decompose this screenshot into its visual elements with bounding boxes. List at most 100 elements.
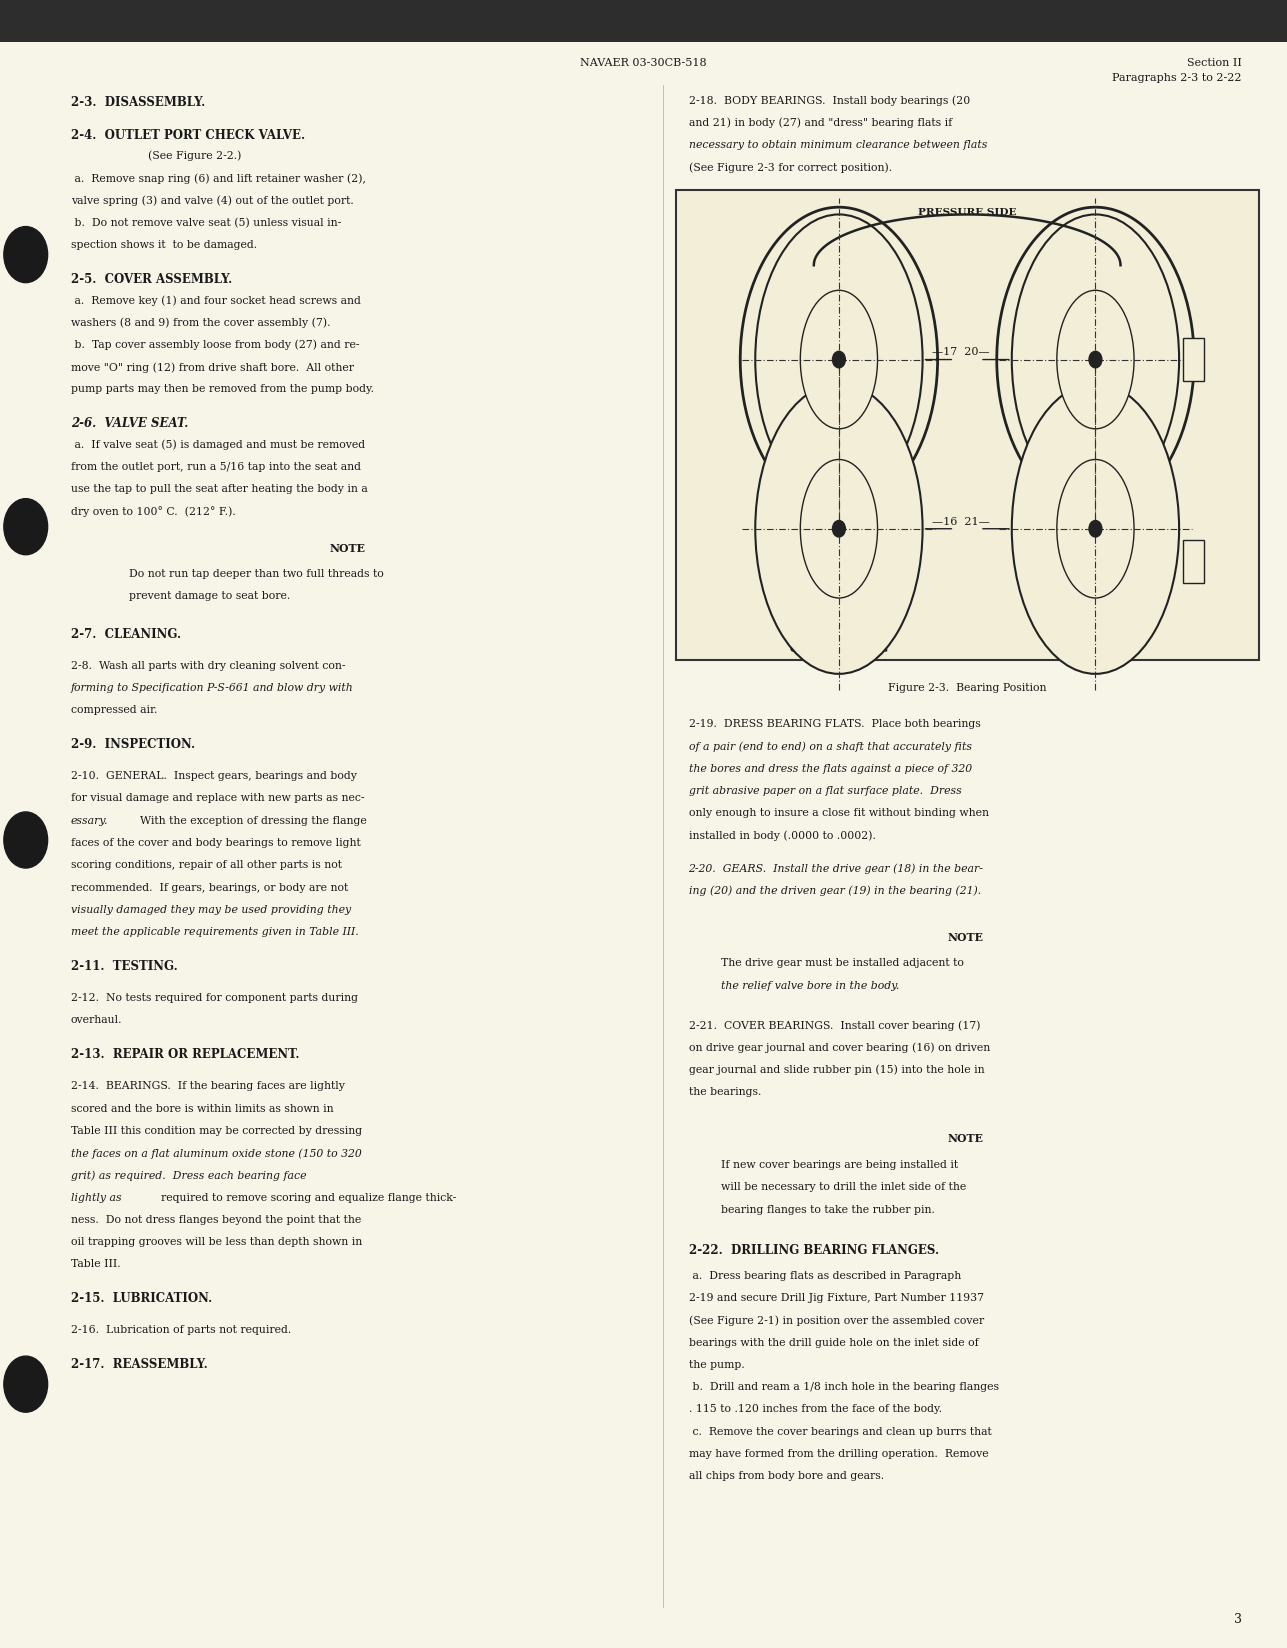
Text: With the exception of dressing the flange: With the exception of dressing the flang… — [133, 816, 367, 826]
Text: scored and the bore is within limits as shown in: scored and the bore is within limits as … — [71, 1103, 333, 1112]
Text: 2-20.  GEARS.  Install the drive gear (18) in the bear-: 2-20. GEARS. Install the drive gear (18)… — [689, 864, 983, 873]
Text: and 21) in body (27) and "dress" bearing flats if: and 21) in body (27) and "dress" bearing… — [689, 117, 952, 129]
Text: forming to Specification P-S-661 and blow dry with: forming to Specification P-S-661 and blo… — [71, 682, 354, 692]
Text: 2-16.  Lubrication of parts not required.: 2-16. Lubrication of parts not required. — [71, 1325, 291, 1335]
Text: 2-9.  INSPECTION.: 2-9. INSPECTION. — [71, 738, 194, 751]
Text: 2-17.  REASSEMBLY.: 2-17. REASSEMBLY. — [71, 1358, 207, 1371]
Text: 2-5.  COVER ASSEMBLY.: 2-5. COVER ASSEMBLY. — [71, 272, 232, 285]
Text: Paragraphs 2-3 to 2-22: Paragraphs 2-3 to 2-22 — [1112, 73, 1242, 82]
Text: BODY BEARING: BODY BEARING — [1050, 644, 1142, 654]
Text: NOTE: NOTE — [947, 931, 983, 943]
Ellipse shape — [1012, 216, 1179, 506]
Text: 2-18.  BODY BEARINGS.  Install body bearings (20: 2-18. BODY BEARINGS. Install body bearin… — [689, 96, 970, 105]
Text: 2-19.  DRESS BEARING FLATS.  Place both bearings: 2-19. DRESS BEARING FLATS. Place both be… — [689, 719, 981, 728]
Text: scoring conditions, repair of all other parts is not: scoring conditions, repair of all other … — [71, 860, 342, 870]
Text: 2-13.  REPAIR OR REPLACEMENT.: 2-13. REPAIR OR REPLACEMENT. — [71, 1048, 300, 1061]
Text: 2-19 and secure Drill Jig Fixture, Part Number 11937: 2-19 and secure Drill Jig Fixture, Part … — [689, 1292, 983, 1302]
Text: dry oven to 100° C.  (212° F.).: dry oven to 100° C. (212° F.). — [71, 506, 236, 517]
Bar — [0, 0, 1287, 43]
Text: use the tap to pull the seat after heating the body in a: use the tap to pull the seat after heati… — [71, 483, 368, 494]
Bar — [1183, 339, 1203, 382]
Text: Table III.: Table III. — [71, 1259, 121, 1269]
Text: ness.  Do not dress flanges beyond the point that the: ness. Do not dress flanges beyond the po… — [71, 1215, 362, 1224]
Ellipse shape — [755, 216, 923, 506]
Ellipse shape — [755, 384, 923, 674]
Text: grit abrasive paper on a flat surface plate.  Dress: grit abrasive paper on a flat surface pl… — [689, 786, 961, 796]
Ellipse shape — [801, 292, 878, 430]
Text: Do not run tap deeper than two full threads to: Do not run tap deeper than two full thre… — [129, 569, 384, 578]
Text: a.  If valve seat (5) is damaged and must be removed: a. If valve seat (5) is damaged and must… — [71, 438, 366, 450]
Text: the faces on a flat aluminum oxide stone (150 to 320: the faces on a flat aluminum oxide stone… — [71, 1147, 362, 1159]
Text: 2-6.  VALVE SEAT.: 2-6. VALVE SEAT. — [71, 417, 188, 430]
Text: oil trapping grooves will be less than depth shown in: oil trapping grooves will be less than d… — [71, 1236, 362, 1246]
Circle shape — [833, 353, 846, 369]
Text: NAVAER 03-30CB-518: NAVAER 03-30CB-518 — [580, 58, 707, 68]
Text: bearings with the drill guide hole on the inlet side of: bearings with the drill guide hole on th… — [689, 1337, 978, 1346]
Text: (See Figure 2-3 for correct position).: (See Figure 2-3 for correct position). — [689, 162, 892, 173]
Text: 2-15.  LUBRICATION.: 2-15. LUBRICATION. — [71, 1292, 212, 1305]
Text: meet the applicable requirements given in Table III.: meet the applicable requirements given i… — [71, 926, 359, 936]
Bar — [676, 191, 1259, 661]
Circle shape — [4, 1356, 48, 1412]
Text: 2-11.  TESTING.: 2-11. TESTING. — [71, 959, 178, 972]
Circle shape — [1089, 521, 1102, 537]
Text: a.  Remove snap ring (6) and lift retainer washer (2),: a. Remove snap ring (6) and lift retaine… — [71, 173, 366, 183]
Text: pump parts may then be removed from the pump body.: pump parts may then be removed from the … — [71, 384, 373, 394]
Text: washers (8 and 9) from the cover assembly (7).: washers (8 and 9) from the cover assembl… — [71, 316, 331, 328]
Text: necessary to obtain minimum clearance between flats: necessary to obtain minimum clearance be… — [689, 140, 987, 150]
Ellipse shape — [1012, 384, 1179, 674]
Text: essary.: essary. — [71, 816, 108, 826]
Text: 2-14.  BEARINGS.  If the bearing faces are lightly: 2-14. BEARINGS. If the bearing faces are… — [71, 1081, 345, 1091]
Text: the pump.: the pump. — [689, 1360, 744, 1369]
Circle shape — [4, 499, 48, 555]
Circle shape — [4, 227, 48, 283]
Text: NOTE: NOTE — [329, 542, 366, 554]
Text: a.  Remove key (1) and four socket head screws and: a. Remove key (1) and four socket head s… — [71, 295, 360, 305]
Text: the bearings.: the bearings. — [689, 1086, 761, 1096]
Text: from the outlet port, run a 5/16 tap into the seat and: from the outlet port, run a 5/16 tap int… — [71, 461, 360, 471]
Text: The drive gear must be installed adjacent to: The drive gear must be installed adjacen… — [721, 957, 964, 967]
Text: 2-4.  OUTLET PORT CHECK VALVE.: 2-4. OUTLET PORT CHECK VALVE. — [71, 129, 305, 142]
Text: Section II: Section II — [1187, 58, 1242, 68]
Text: recommended.  If gears, bearings, or body are not: recommended. If gears, bearings, or body… — [71, 882, 347, 892]
Circle shape — [1089, 353, 1102, 369]
Text: for visual damage and replace with new parts as nec-: for visual damage and replace with new p… — [71, 793, 364, 803]
Text: valve spring (3) and valve (4) out of the outlet port.: valve spring (3) and valve (4) out of th… — [71, 194, 354, 206]
Text: 2-21.  COVER BEARINGS.  Install cover bearing (17): 2-21. COVER BEARINGS. Install cover bear… — [689, 1020, 979, 1030]
Text: bearing flanges to take the rubber pin.: bearing flanges to take the rubber pin. — [721, 1203, 934, 1215]
Text: will be necessary to drill the inlet side of the: will be necessary to drill the inlet sid… — [721, 1182, 967, 1192]
Text: 2-12.  No tests required for component parts during: 2-12. No tests required for component pa… — [71, 992, 358, 1002]
Circle shape — [833, 521, 846, 537]
Text: visually damaged they may be used providing they: visually damaged they may be used provid… — [71, 905, 351, 915]
Text: b.  Tap cover assembly loose from body (27) and re-: b. Tap cover assembly loose from body (2… — [71, 339, 359, 349]
Ellipse shape — [801, 460, 878, 598]
Text: . 115 to .120 inches from the face of the body.: . 115 to .120 inches from the face of th… — [689, 1404, 942, 1414]
Text: —16  21—: —16 21— — [932, 516, 990, 526]
Text: Table III this condition may be corrected by dressing: Table III this condition may be correcte… — [71, 1126, 362, 1135]
Text: the relief valve bore in the body.: the relief valve bore in the body. — [721, 981, 900, 990]
Text: PRESSURE SIDE: PRESSURE SIDE — [918, 208, 1017, 218]
Text: of a pair (end to end) on a shaft that accurately fits: of a pair (end to end) on a shaft that a… — [689, 742, 972, 751]
Text: b.  Drill and ream a 1/8 inch hole in the bearing flanges: b. Drill and ream a 1/8 inch hole in the… — [689, 1381, 999, 1391]
Text: compressed air.: compressed air. — [71, 705, 157, 715]
Text: 2-8.  Wash all parts with dry cleaning solvent con-: 2-8. Wash all parts with dry cleaning so… — [71, 661, 345, 671]
Text: 2-7.  CLEANING.: 2-7. CLEANING. — [71, 628, 181, 641]
Text: (See Figure 2-1) in position over the assembled cover: (See Figure 2-1) in position over the as… — [689, 1315, 983, 1325]
Text: gear journal and slide rubber pin (15) into the hole in: gear journal and slide rubber pin (15) i… — [689, 1065, 985, 1074]
Text: COVER BEARING: COVER BEARING — [790, 644, 888, 654]
Text: on drive gear journal and cover bearing (16) on driven: on drive gear journal and cover bearing … — [689, 1042, 990, 1053]
Text: a.  Dress bearing flats as described in Paragraph: a. Dress bearing flats as described in P… — [689, 1271, 961, 1280]
Text: prevent damage to seat bore.: prevent damage to seat bore. — [129, 592, 290, 602]
Text: required to remove scoring and equalize flange thick-: required to remove scoring and equalize … — [161, 1192, 456, 1201]
Text: —17  20—: —17 20— — [932, 348, 990, 358]
Text: move "O" ring (12) from drive shaft bore.  All other: move "O" ring (12) from drive shaft bore… — [71, 361, 354, 372]
Text: spection shows it  to be damaged.: spection shows it to be damaged. — [71, 239, 257, 250]
Text: grit) as required.  Dress each bearing face: grit) as required. Dress each bearing fa… — [71, 1170, 306, 1180]
Text: 2-10.  GENERAL.  Inspect gears, bearings and body: 2-10. GENERAL. Inspect gears, bearings a… — [71, 771, 356, 781]
Text: overhaul.: overhaul. — [71, 1015, 122, 1025]
Ellipse shape — [1057, 292, 1134, 430]
Text: c.  Remove the cover bearings and clean up burrs that: c. Remove the cover bearings and clean u… — [689, 1426, 991, 1435]
Text: only enough to insure a close fit without binding when: only enough to insure a close fit withou… — [689, 808, 988, 817]
Text: b.  Do not remove valve seat (5) unless visual in-: b. Do not remove valve seat (5) unless v… — [71, 218, 341, 227]
Ellipse shape — [1057, 460, 1134, 598]
